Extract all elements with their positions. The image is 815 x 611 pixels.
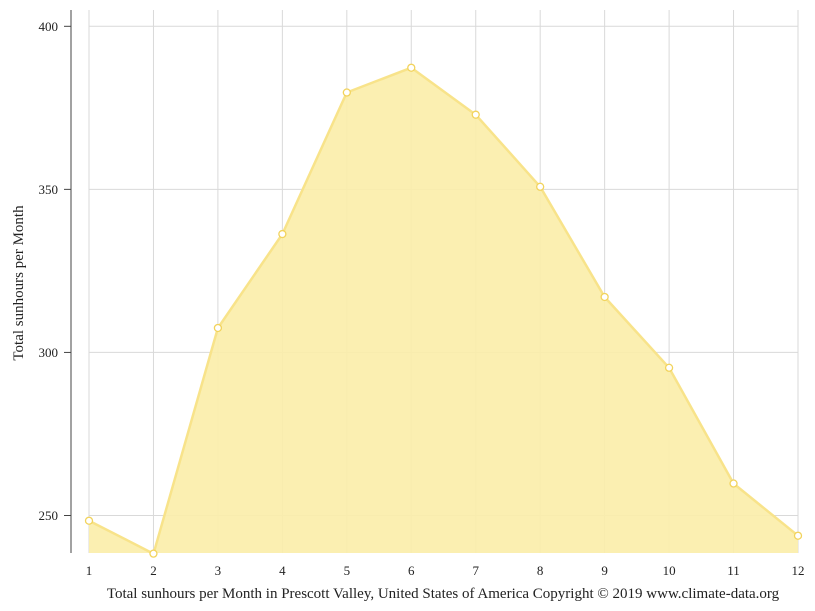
data-point[interactable] bbox=[471, 110, 480, 119]
data-point[interactable] bbox=[213, 323, 223, 333]
series-area bbox=[89, 67, 798, 554]
area-layer bbox=[88, 66, 799, 555]
data-point[interactable] bbox=[793, 531, 803, 540]
x-tick-label: 9 bbox=[601, 563, 608, 578]
x-tick-label: 1 bbox=[86, 563, 93, 578]
x-tick-label: 11 bbox=[727, 563, 740, 578]
series-line bbox=[88, 66, 799, 555]
x-tick-label: 12 bbox=[792, 563, 805, 578]
x-tick-label: 3 bbox=[215, 563, 222, 578]
data-point[interactable] bbox=[600, 292, 609, 302]
y-tick-label: 350 bbox=[39, 182, 59, 197]
chart-caption: Total sunhours per Month in Prescott Val… bbox=[107, 586, 780, 602]
y-tick-label: 250 bbox=[39, 508, 59, 523]
data-point[interactable] bbox=[278, 229, 287, 239]
data-point[interactable] bbox=[342, 88, 351, 97]
markers bbox=[84, 63, 803, 558]
x-tick-label: 5 bbox=[344, 563, 351, 578]
axes bbox=[64, 10, 72, 553]
data-point[interactable] bbox=[84, 516, 94, 525]
data-point[interactable] bbox=[729, 479, 738, 488]
y-tick-label: 300 bbox=[39, 345, 59, 360]
x-tick-label: 6 bbox=[408, 563, 415, 578]
data-point[interactable] bbox=[536, 182, 545, 191]
x-tick-label: 7 bbox=[472, 563, 479, 578]
y-tick-label: 400 bbox=[39, 19, 59, 34]
data-point[interactable] bbox=[149, 549, 158, 558]
x-tick-label: 4 bbox=[279, 563, 286, 578]
x-tick-label: 8 bbox=[537, 563, 544, 578]
x-tick-label: 2 bbox=[150, 563, 157, 578]
data-point[interactable] bbox=[664, 363, 674, 372]
data-point[interactable] bbox=[407, 63, 416, 72]
x-tick-label: 10 bbox=[663, 563, 676, 578]
y-axis-title: Total sunhours per Month bbox=[11, 205, 27, 361]
